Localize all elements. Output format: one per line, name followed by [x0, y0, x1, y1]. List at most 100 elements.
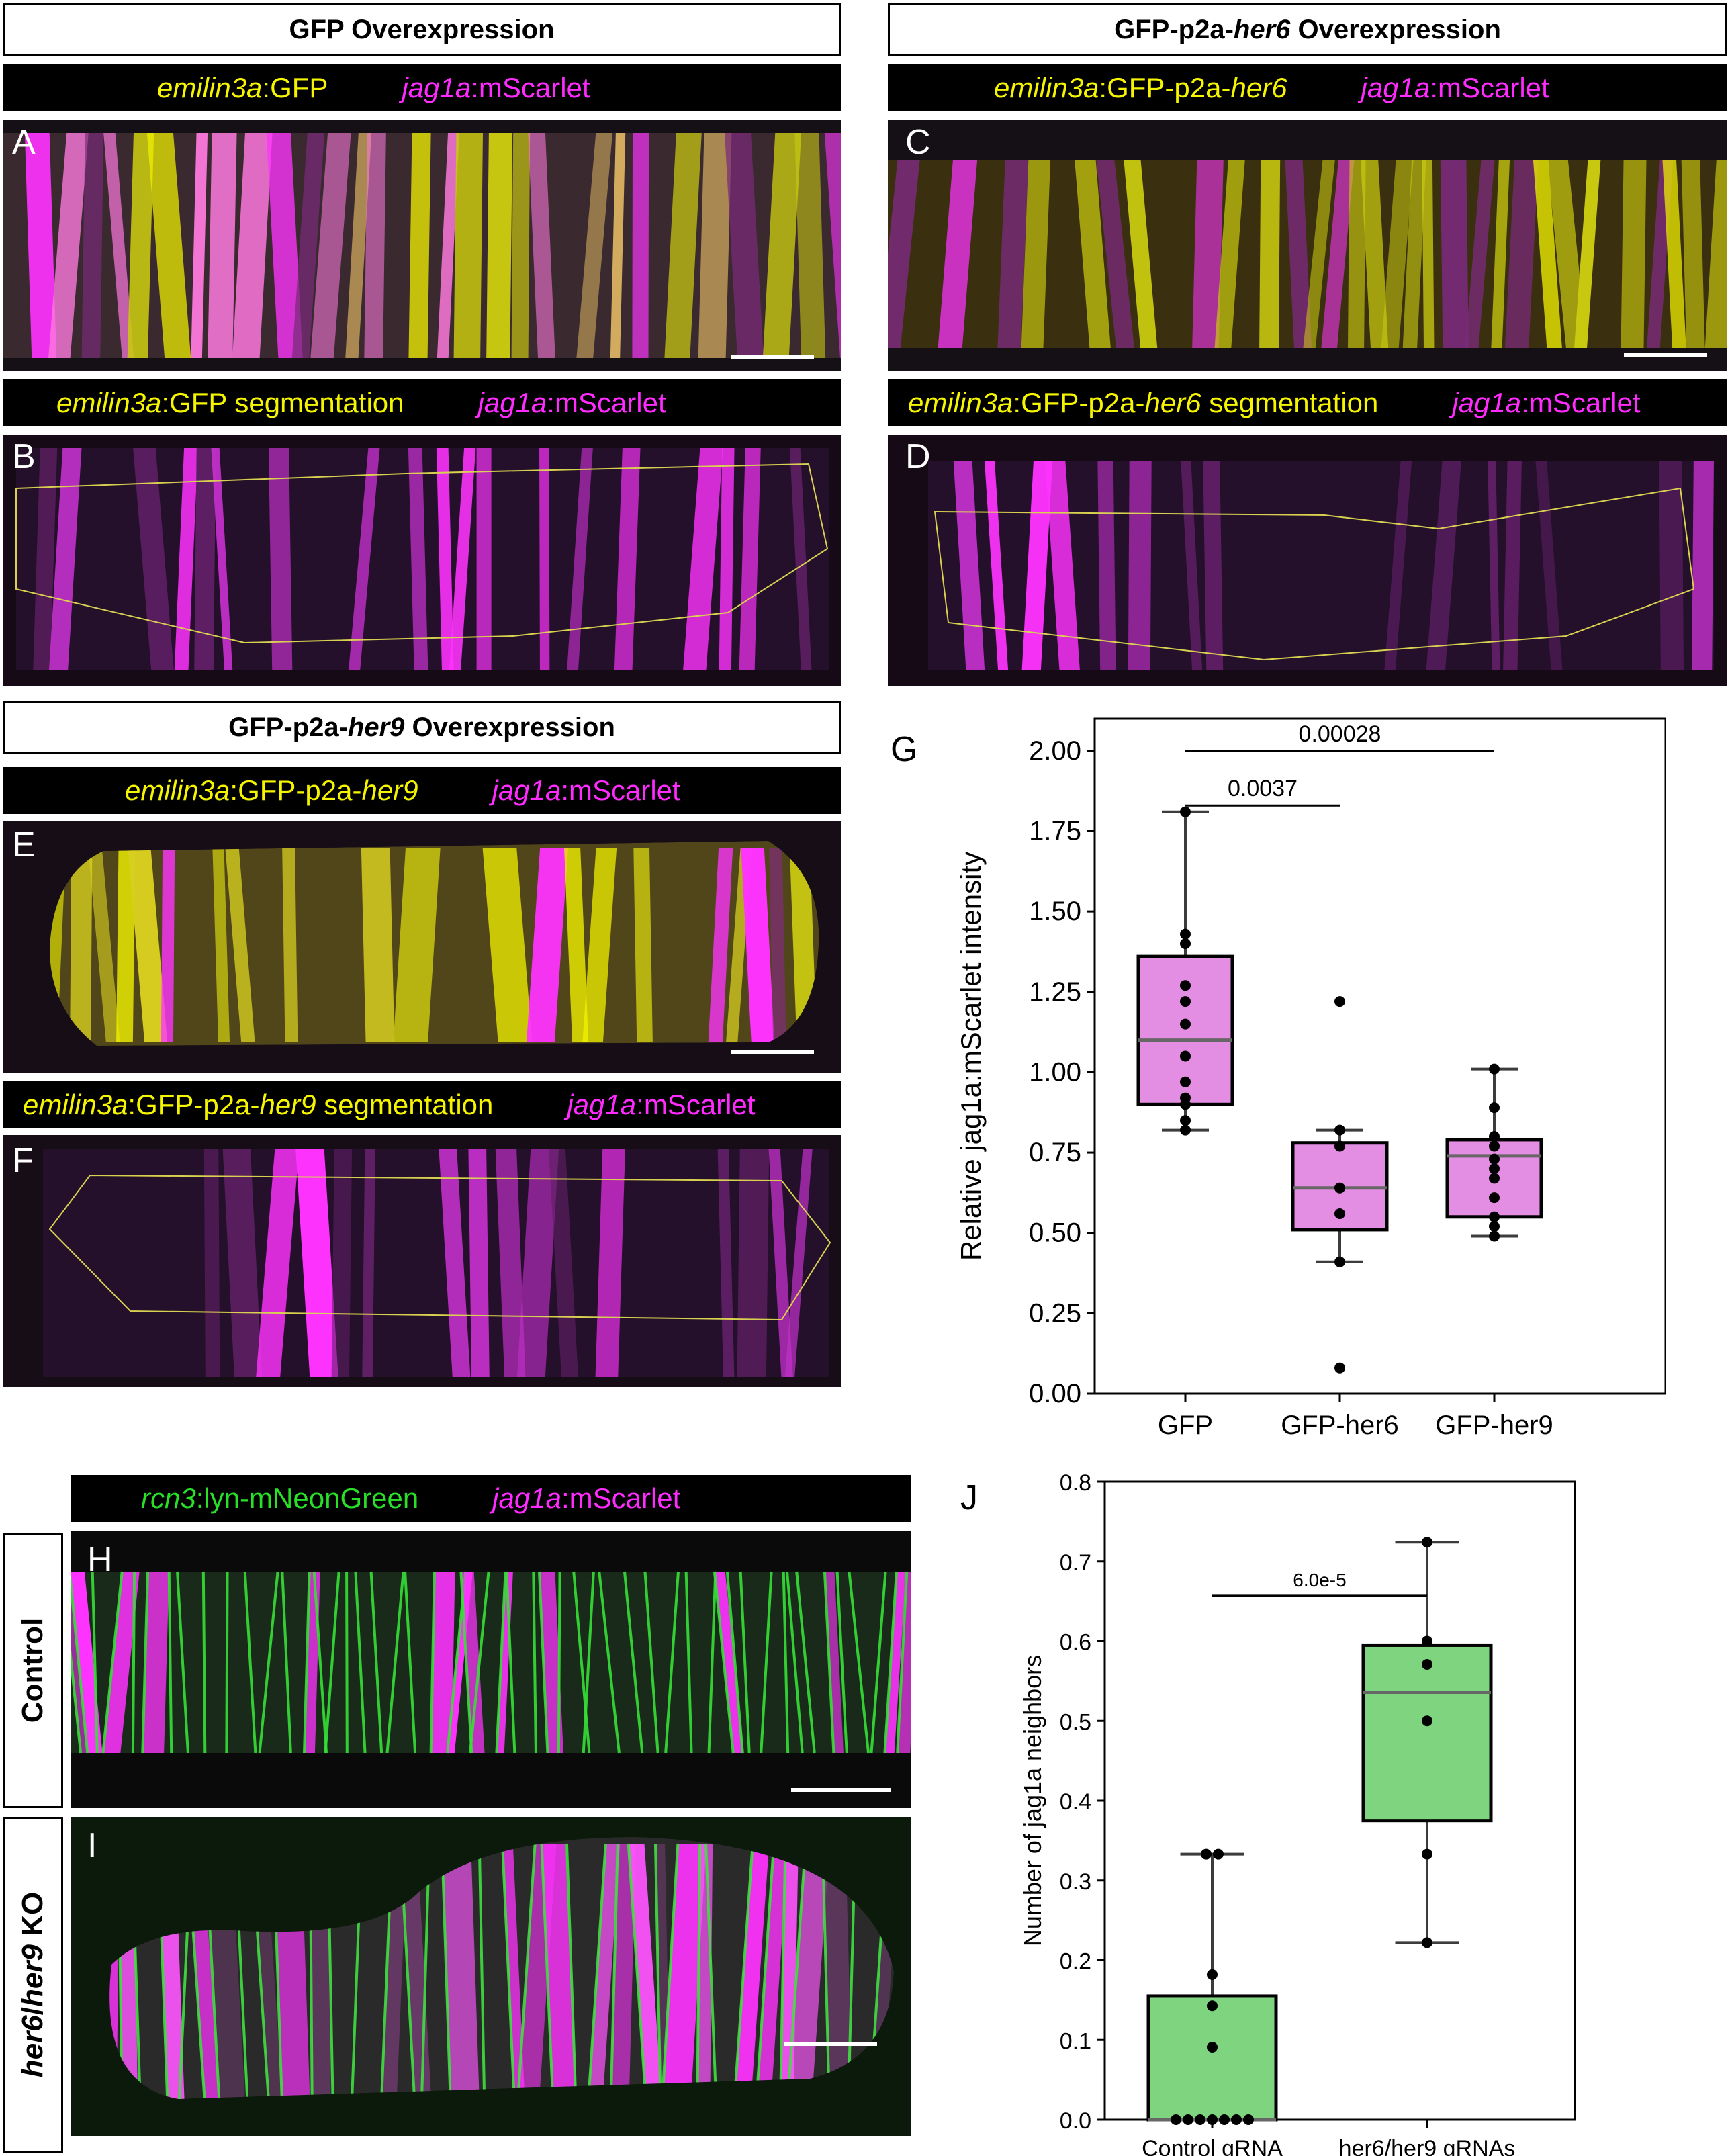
y-tick-label: 1.00: [1029, 1057, 1081, 1087]
data-point: [1489, 1131, 1500, 1142]
label-segment: GFP Overexpression: [289, 14, 555, 44]
data-point: [1180, 938, 1191, 949]
scale-bar-a: [731, 355, 814, 359]
micrograph-h-image: [71, 1531, 911, 1808]
panel-label-a: A: [12, 123, 36, 162]
data-point: [1207, 2041, 1218, 2053]
data-point: [1334, 1124, 1345, 1136]
label-bar-segment: :mScarlet: [561, 774, 680, 806]
y-tick-label: 0.25: [1029, 1298, 1081, 1328]
y-tick-label: 0.5: [1060, 1709, 1091, 1735]
micrograph-h: [71, 1531, 911, 1808]
label-bar-segment: jag1a: [567, 1089, 637, 1120]
data-point: [1207, 2114, 1218, 2125]
label-bar-segment: jag1a: [1452, 387, 1522, 418]
label-segment: Control: [16, 1617, 49, 1723]
label-segment: her9: [16, 1944, 49, 2007]
data-point: [1334, 996, 1345, 1007]
label-bar-segment: :GFP-p2a-: [128, 1089, 260, 1120]
data-point: [1422, 1715, 1432, 1727]
data-point: [1180, 806, 1191, 817]
label-bar-segment: :GFP-p2a-: [230, 774, 362, 806]
panel-label-f: F: [12, 1141, 34, 1180]
data-point: [1422, 1537, 1432, 1548]
scale-bar-c: [1624, 353, 1707, 357]
x-tick-label: Control gRNA: [1142, 2136, 1283, 2156]
data-point: [1180, 928, 1191, 940]
label-segment: her6: [1233, 14, 1291, 44]
label-bar-segment: emilin3a: [125, 774, 230, 806]
data-point: [1489, 1192, 1500, 1204]
x-tick-label: GFP: [1158, 1410, 1213, 1440]
label-bar-segment: :mScarlet: [1521, 387, 1641, 418]
label-bar-h: rcn3:lyn-mNeonGreen jag1a:mScarlet: [71, 1475, 911, 1522]
y-tick-label: 0.6: [1060, 1630, 1091, 1656]
data-point: [1219, 2114, 1230, 2125]
data-point: [1334, 1140, 1345, 1152]
micrograph-f: [3, 1135, 841, 1387]
y-tick-label: 0.1: [1060, 2028, 1091, 2054]
data-point: [1180, 1099, 1191, 1110]
data-point: [1195, 2114, 1205, 2125]
panel-label-c: C: [905, 123, 931, 162]
data-point: [1180, 980, 1191, 991]
y-axis-label: Number of jag1a neighbors: [1019, 1655, 1046, 1946]
micrograph-i: [71, 1817, 911, 2136]
label-bar-segment: emilin3a: [23, 1089, 128, 1120]
y-tick-label: 0.4: [1060, 1789, 1091, 1815]
label-segment: GFP-p2a-: [228, 712, 348, 742]
data-point: [1201, 1848, 1212, 1860]
label-segment: her6: [16, 2015, 49, 2078]
label-bar-segment: :lyn-mNeonGreen: [195, 1482, 419, 1514]
label-bar-segment: rcn3: [141, 1482, 196, 1514]
label-bar-segment: :GFP-p2a-: [1099, 72, 1231, 103]
label-bar-e: emilin3a:GFP-p2a-her9 jag1a:mScarlet: [3, 767, 841, 814]
data-point: [1489, 1221, 1500, 1232]
data-point: [1207, 1969, 1218, 1980]
box: [1146, 1994, 1278, 2122]
data-point: [1183, 2114, 1193, 2125]
label-bar-segment: jag1a: [477, 387, 547, 418]
header-her6-overexpression: GFP-p2a-her6 Overexpression: [888, 3, 1727, 56]
data-point: [1180, 1115, 1191, 1126]
y-tick-label: 1.50: [1029, 897, 1081, 926]
label-bar-segment: emilin3a: [908, 387, 1013, 418]
data-point: [1334, 1208, 1345, 1219]
panel-label-i: I: [87, 1826, 97, 1865]
panel-label-j: J: [960, 1478, 978, 1517]
data-point: [1213, 1848, 1224, 1860]
data-point: [1180, 1050, 1191, 1062]
data-point: [1231, 2114, 1242, 2125]
micrograph-b: [3, 435, 841, 686]
y-tick-label: 0.00: [1029, 1379, 1081, 1408]
label-segment: Overexpression: [404, 712, 615, 742]
label-segment: GFP-p2a-: [1114, 14, 1234, 44]
label-bar-segment: emilin3a: [994, 72, 1099, 103]
data-point: [1489, 1102, 1500, 1114]
data-point: [1180, 1076, 1191, 1087]
label-bar-segment: her9: [361, 774, 418, 806]
data-point: [1489, 1173, 1500, 1184]
label-bar-segment: :GFP-p2a-: [1013, 387, 1145, 418]
comparison-pvalue: 6.0e-5: [1293, 1570, 1346, 1590]
side-label-her6-her9-ko: her6/her9 KO: [3, 1817, 63, 2153]
data-point: [1422, 1635, 1432, 1647]
data-point: [1489, 1153, 1500, 1165]
scale-bar-e: [731, 1050, 814, 1054]
label-bar-segment: emilin3a: [157, 72, 263, 103]
label-bar-segment: :mScarlet: [471, 72, 590, 103]
data-point: [1334, 1182, 1345, 1194]
y-tick-label: 0.75: [1029, 1138, 1081, 1167]
y-tick-label: 0.0: [1060, 2108, 1091, 2134]
label-bar-b: emilin3a:GFP segmentation jag1a:mScarlet: [3, 379, 841, 426]
label-bar-segment: :GFP segmentation: [161, 387, 404, 418]
micrograph-d: [888, 435, 1727, 686]
label-segment: her9: [347, 712, 405, 742]
label-bar-segment: :mScarlet: [547, 387, 666, 418]
label-bar-f: emilin3a:GFP-p2a-her9 segmentation jag1a:…: [3, 1081, 841, 1128]
y-tick-label: 0.3: [1060, 1869, 1091, 1895]
data-point: [1489, 1211, 1500, 1222]
label-bar-segment: jag1a: [1361, 72, 1430, 103]
y-tick-label: 0.8: [1060, 1470, 1091, 1496]
label-bar-segment: :mScarlet: [561, 1482, 681, 1514]
